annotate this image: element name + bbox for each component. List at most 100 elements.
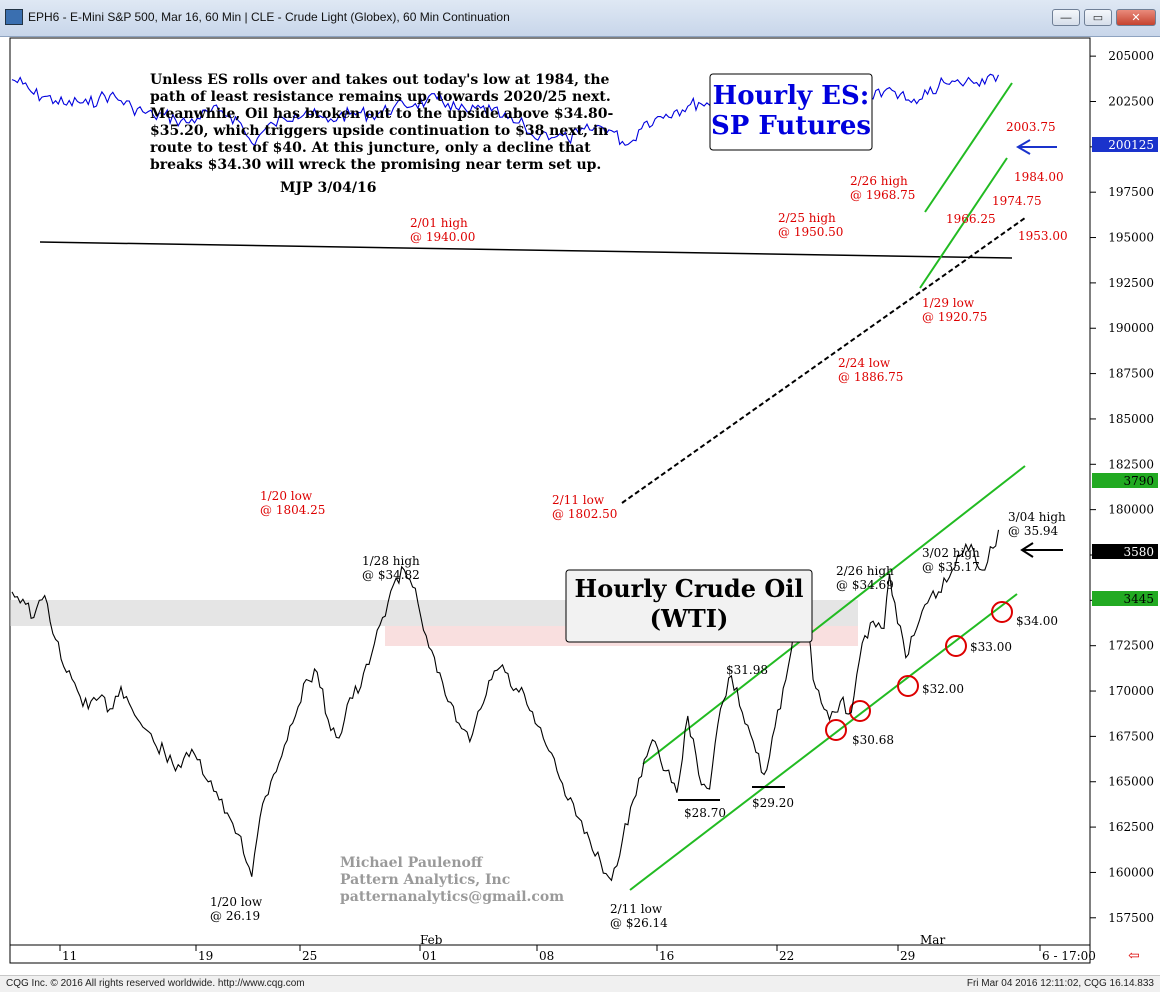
x-tick-label: 6 - 17:00 [1042,949,1096,963]
x-tick-label: 29 [900,949,915,963]
es-resistance-line [39,241,1013,259]
es-annotation-label: 1953.00 [1018,229,1068,243]
crude-annotation-label-line: $30.68 [852,733,894,747]
crude-annotation-label: 2/26 high @ $34.69 [836,564,894,592]
minimize-button[interactable]: — [1052,9,1080,26]
crude-annotation-label-line: $28.70 [684,806,726,820]
x-tick-label: 19 [198,949,213,963]
y-tick-label: 162500 [1108,820,1154,834]
y-tick-label: 190000 [1108,321,1154,335]
y-tick-label: 182500 [1108,457,1154,471]
crude-annotation-label: $29.20 [752,796,794,810]
es-annotation-label: 1/29 low @ 1920.75 [922,296,987,324]
commentary-text-line: path of least resistance remains up, tow… [150,89,611,105]
support-circle-marker [945,635,967,657]
crude-title-text-line: Hourly Crude Oil [575,574,804,603]
restore-button[interactable]: ▭ [1084,9,1112,26]
price-tag-label: 3445 [1123,592,1154,606]
month-label: Mar [920,933,945,947]
es-annotation-label-line: @ 1886.75 [838,370,903,384]
es-annotation-label-line: @ 1920.75 [922,310,987,324]
scroll-left-arrow-icon: ⇦ [1128,948,1140,964]
es-annotation-label: 2/11 low @ 1802.50 [552,493,617,521]
commentary-text: Unless ES rolls over and takes out today… [150,72,613,173]
crude-lower-channel-line [629,593,1018,891]
price-chart[interactable]: 2050002025002000001975001950001925001900… [0,36,1160,991]
es-title-text-line: SP Futures [711,111,871,141]
es-annotation-label: 2/26 high @ 1968.75 [850,174,915,202]
x-tick-label: 16 [659,949,674,963]
app-icon [5,9,23,25]
price-tag-label: 200125 [1108,138,1154,152]
price-axis: 2050002025002000001975001950001925001900… [1089,38,1154,945]
crude-annotation-label-line: @ $34.82 [362,568,420,582]
timestamp-text: Fri Mar 04 2016 12:11:02, CQG 16.14.833 [966,978,1154,989]
price-tag-box [1092,473,1158,488]
time-axis: 11 19 25 01 08 16 22 29 6 - 17:00 Feb Mar ⇦ [9,933,1140,964]
es-lower-channel-line [919,157,1008,289]
price-tag-label: 3580 [1123,545,1154,559]
window-titlebar: EPH6 - E-Mini S&P 500, Mar 16, 60 Min | … [0,0,1160,37]
commentary-text-line: Meanwhile, Oil has broken out to the ups… [150,106,613,122]
y-tick-label: 165000 [1108,775,1154,789]
es-annotation-label: 1984.00 [1014,170,1064,184]
crude-annotation-label-line: @ 35.94 [1008,524,1059,538]
es-annotation-label: 1966.25 [946,212,996,226]
y-tick-label: 195000 [1108,231,1154,245]
y-tick-label: 187500 [1108,367,1154,381]
price-tag-label: 3790 [1123,474,1154,488]
crude-annotation-label-line: 3/04 high [1008,510,1066,524]
commentary-text-line: Unless ES rolls over and takes out today… [150,72,610,88]
crude-annotation-label: 3/04 high @ 35.94 [1008,510,1066,538]
crude-annotation-label: $33.00 [970,640,1012,654]
crude-annotation-label-line: @ $26.14 [610,916,668,930]
es-annotation-label-line: 2003.75 [1006,120,1056,134]
es-annotation-label-line: 2/01 high [410,216,468,230]
commentary-text-line: $35.20, which triggers upside continuati… [150,123,608,139]
y-tick-label: 205000 [1108,49,1154,63]
crude-annotation-label-line: $33.00 [970,640,1012,654]
es-annotation-label-line: 1/20 low [260,489,313,503]
author-watermark-line: Michael Paulenoff [340,855,484,871]
es-annotation-label: 1/20 low @ 1804.25 [260,489,325,517]
y-tick-label: 180000 [1108,503,1154,517]
x-tick-label: 22 [779,949,794,963]
crude-annotation-label-line: @ $34.69 [836,578,894,592]
crude-annotation-label-line: $34.00 [1016,614,1058,628]
month-label: Feb [420,933,443,947]
es-annotation-label-line: 1953.00 [1018,229,1068,243]
es-title-text: Hourly ES: SP Futures [711,81,871,141]
crude-price-arrow-icon [1020,542,1063,558]
time-axis-strip [9,944,1091,964]
y-tick-label: 157500 [1108,911,1154,925]
crude-annotation-label-line: @ $35.17 [922,560,980,574]
crude-annotation-label-line: 2/26 high [836,564,894,578]
support-circle-marker [849,700,871,722]
crude-annotation-label-line: 1/20 low [210,895,263,909]
close-button[interactable]: ✕ [1116,9,1156,26]
es-upper-channel-line [924,82,1013,213]
author-watermark: Michael Paulenoff Pattern Analytics, Inc p… [340,855,564,905]
crude-annotation-label: $28.70 [684,806,726,820]
author-watermark-line: patternanalytics@gmail.com [340,889,564,905]
crude-annotation-label: $32.00 [922,682,964,696]
price-tag-box [1092,544,1158,559]
x-tick-label: 08 [539,949,554,963]
es-annotation-label-line: 2/11 low [552,493,605,507]
crude-annotation-label: 2/11 low @ $26.14 [610,902,668,930]
es-annotation-label-line: 2/25 high [778,211,836,225]
es-dashed-uptrend-line [621,217,1026,504]
crude-price-line [11,529,1000,882]
y-tick-label: 160000 [1108,865,1154,879]
x-tick-label: 25 [302,949,317,963]
x-tick-label: 11 [62,949,77,963]
crude-title-box [565,569,813,643]
commentary-text-line: breaks $34.30 will wreck the promising n… [150,157,601,173]
crude-annotation-label: 3/02 high @ $35.17 [922,546,980,574]
es-annotation-label-line: @ 1802.50 [552,507,617,521]
window-title: EPH6 - E-Mini S&P 500, Mar 16, 60 Min | … [28,10,510,24]
author-watermark-line: Pattern Analytics, Inc [340,872,510,888]
y-tick-label: 202500 [1108,94,1154,108]
crude-annotation-label-line: 2/11 low [610,902,663,916]
es-price-arrow-icon [1016,139,1057,155]
